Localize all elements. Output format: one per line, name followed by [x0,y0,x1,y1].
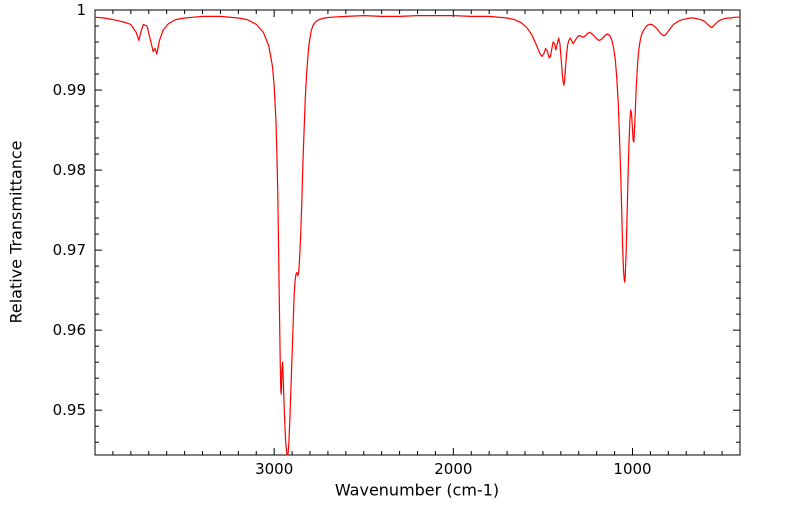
x-tick-label: 1000 [613,460,651,478]
x-axis-label: Wavenumber (cm-1) [334,480,500,500]
y-tick-label: 0.95 [53,401,86,419]
spectrum-line [94,15,741,456]
y-tick-label: 0.96 [53,321,86,339]
x-tick-label: 2000 [434,460,472,478]
y-tick-label: 1 [76,1,86,19]
y-tick-label: 0.97 [53,241,86,259]
y-tick-label: 0.98 [53,161,86,179]
y-axis-label: Relative Transmittance [6,140,26,324]
y-tick-label: 0.99 [53,81,86,99]
plot-frame [94,9,741,456]
x-tick-label: 3000 [255,460,293,478]
